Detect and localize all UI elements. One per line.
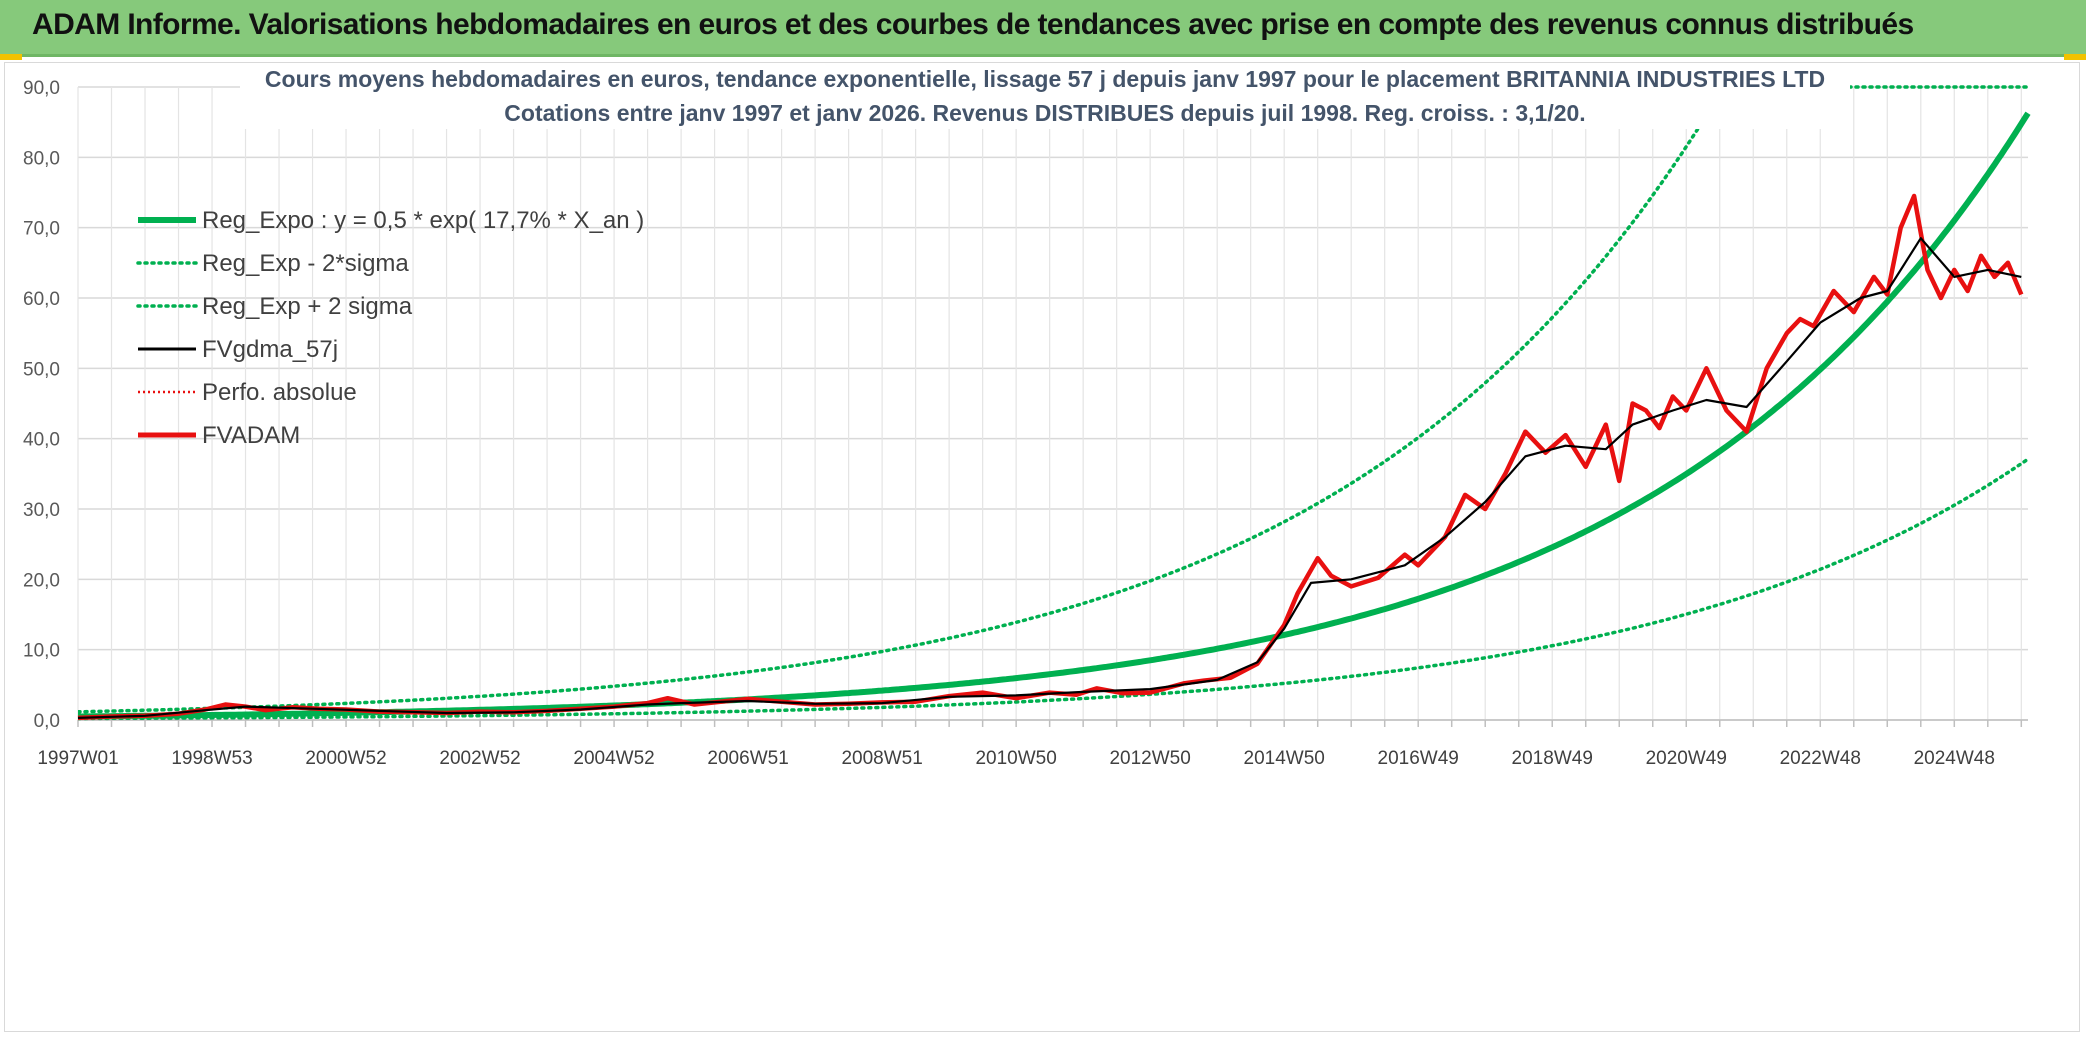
x-tick-label: 2010W50 [975, 748, 1056, 769]
reg-exp-minus-2sigma-line [78, 457, 2030, 721]
legend-item: FVgdma_57j [138, 336, 338, 363]
x-tick-label: 2018W49 [1512, 748, 1593, 769]
legend-item: Reg_Exp - 2*sigma [136, 250, 409, 277]
x-tick-label: 2014W50 [1244, 748, 1325, 769]
legend-label-fvgdma: FVgdma_57j [202, 336, 338, 363]
y-axis: 0,0 10,0 20,0 30,0 40,0 50,0 60,0 70,0 80,0 90,0 [23, 78, 60, 732]
x-tick-label: 1997W01 [37, 748, 118, 769]
legend-label-reg_expo: Reg_Expo : y = 0,5 * exp( 17,7% * X_an ) [202, 207, 644, 234]
page-title: ADAM Informe. Valorisations hebdomadaire… [32, 8, 1914, 41]
y-tick-label: 60,0 [23, 289, 60, 310]
legend-label-perfo: Perfo. absolue [202, 379, 357, 406]
chart-title-line1: Cours moyens hebdomadaires en euros, ten… [265, 66, 1825, 92]
x-tick-label: 2012W50 [1109, 748, 1190, 769]
legend-label-fvadam: FVADAM [202, 422, 300, 449]
reg-expo-line [78, 111, 2031, 720]
fvgdma-57j-line [77, 237, 2022, 719]
y-tick-label: 20,0 [23, 570, 60, 591]
y-tick-label: 40,0 [23, 430, 60, 451]
x-tick-label: 2020W49 [1646, 748, 1727, 769]
legend-label-reg_low: Reg_Exp - 2*sigma [202, 250, 409, 277]
x-tick-label: 2000W52 [305, 748, 386, 769]
y-tick-label: 0,0 [34, 711, 60, 732]
x-tick-label: 2006W51 [707, 748, 788, 769]
chart: 0,010,020,030,040,050,060,070,080,090,0 … [23, 61, 2031, 769]
legend-item: FVADAM [138, 422, 300, 449]
reg-exp-plus-2sigma-line [78, 85, 1728, 714]
header-corner-right [2064, 54, 2086, 60]
header-corner-left [0, 54, 22, 60]
legend-label-reg_high: Reg_Exp + 2 sigma [202, 293, 413, 320]
legend-item: Reg_Exp + 2 sigma [136, 293, 413, 320]
y-tick-label: 10,0 [23, 641, 60, 662]
legend-item: Reg_Expo : y = 0,5 * exp( 17,7% * X_an ) [138, 207, 644, 234]
chart-title-line2: Cotations entre janv 1997 et janv 2026. … [504, 100, 1585, 126]
y-tick-label: 80,0 [23, 148, 60, 169]
x-tick-label: 2004W52 [573, 748, 654, 769]
x-tick-label: 2022W48 [1780, 748, 1861, 769]
chart-series [77, 85, 2031, 721]
x-tick-label: 2008W51 [841, 748, 922, 769]
chart-titles: Cours moyens hebdomadaires en euros, ten… [240, 61, 1850, 129]
y-tick-label: 30,0 [23, 500, 60, 521]
x-axis: 1997W01 1998W53 2000W52 2002W52 2004W52 2006W… [37, 719, 2028, 769]
y-tick-label: 50,0 [23, 359, 60, 380]
x-tick-label: 2024W48 [1914, 748, 1995, 769]
y-tick-label: 70,0 [23, 219, 60, 240]
header-bar: ADAM Informe. Valorisations hebdomadaire… [0, 0, 2086, 60]
x-tick-label: 1998W53 [171, 748, 252, 769]
chart-legend: Reg_Expo : y = 0,5 * exp( 17,7% * X_an )… [136, 207, 644, 449]
x-tick-label: 2016W49 [1378, 748, 1459, 769]
chart-title-background [240, 61, 1850, 129]
y-tick-label: 90,0 [23, 78, 60, 99]
x-tick-label: 2002W52 [439, 748, 520, 769]
chart-grid [77, 86, 2028, 721]
legend-item: Perfo. absolue [138, 379, 357, 406]
